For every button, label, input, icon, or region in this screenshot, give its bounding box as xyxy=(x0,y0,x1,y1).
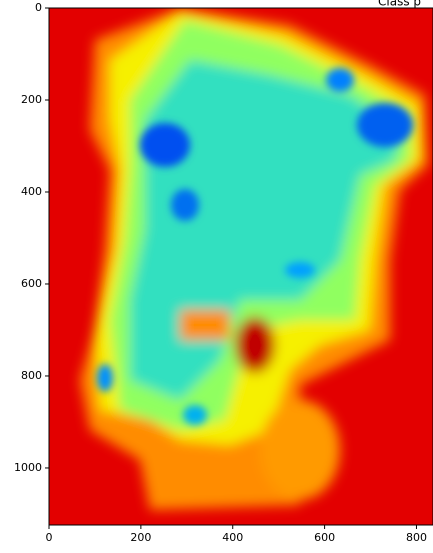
x-tick-label: 400 xyxy=(222,531,243,544)
x-tick-label: 800 xyxy=(406,531,427,544)
y-tick-label: 200 xyxy=(21,93,42,106)
y-tick-label: 600 xyxy=(21,277,42,290)
y-tick-label: 1000 xyxy=(14,461,42,474)
heatmap-image xyxy=(49,8,433,525)
y-tick-label: 800 xyxy=(21,369,42,382)
y-tick-label: 0 xyxy=(35,1,42,14)
x-tick-label: 600 xyxy=(314,531,335,544)
x-tick-label: 0 xyxy=(46,531,53,544)
x-tick-label: 200 xyxy=(130,531,151,544)
y-tick-label: 400 xyxy=(21,185,42,198)
chart-title: Class p xyxy=(378,0,421,9)
chart: Class p 0 200 400 600 800 0 200 400 600 800 1000 xyxy=(0,0,433,553)
